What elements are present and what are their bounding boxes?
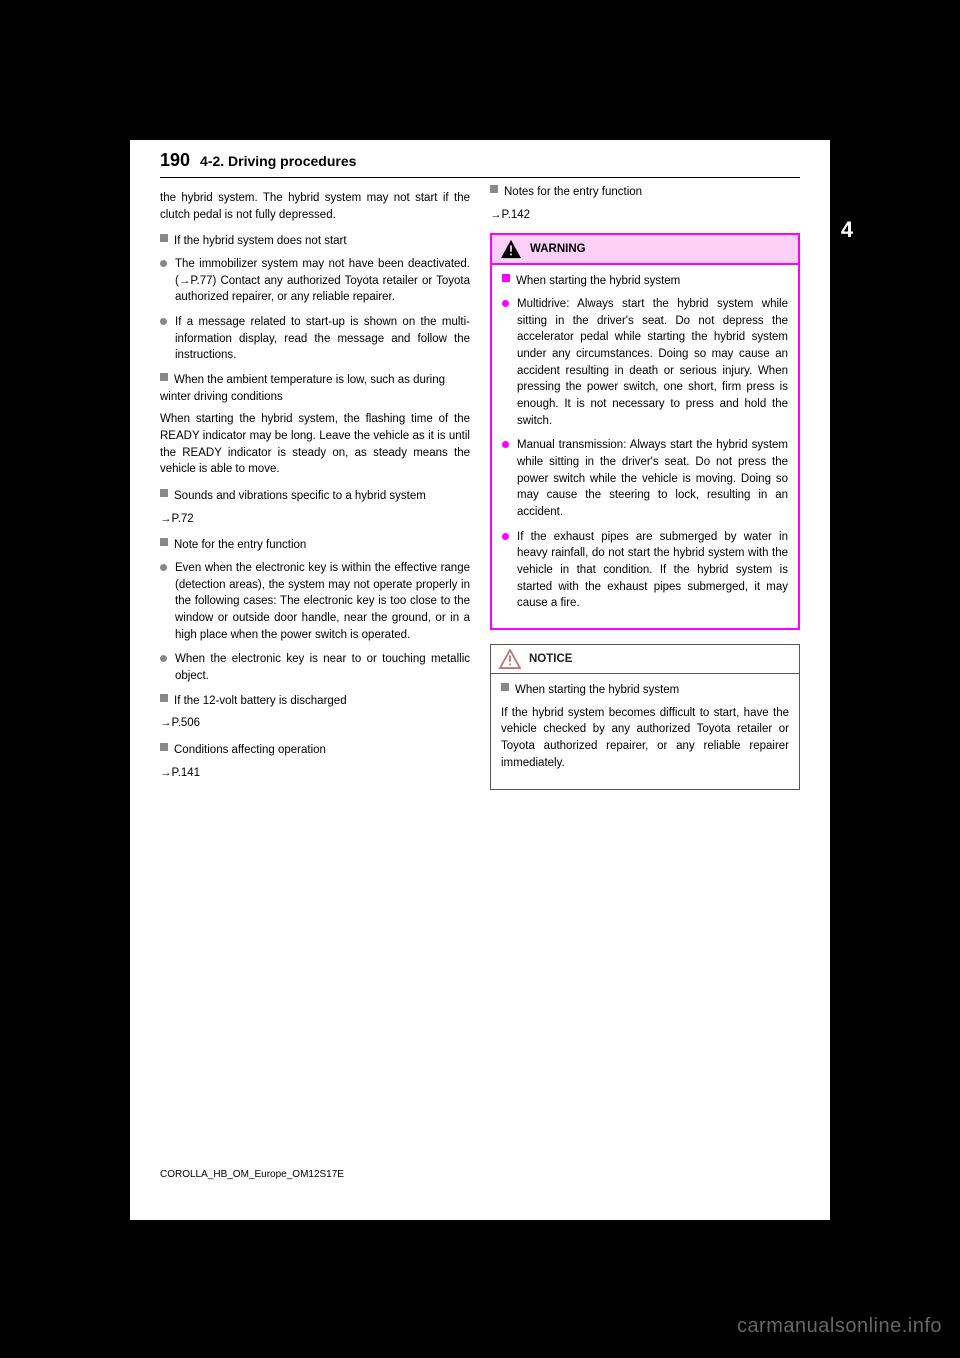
notice-header: NOTICE — [491, 645, 799, 674]
bullet-text: Manual transmission: Always start the hy… — [517, 437, 788, 520]
bullet-item: If a message related to start-up is show… — [160, 314, 470, 364]
warning-box: WARNING When starting the hybrid system … — [490, 233, 800, 630]
square-bullet-icon — [160, 743, 168, 751]
notice-box: NOTICE When starting the hybrid system I… — [490, 644, 800, 790]
square-bullet-icon — [160, 538, 168, 546]
footer-doc-code: COROLLA_HB_OM_Europe_OM12S17E — [160, 1169, 344, 1180]
bullet-item: When the electronic key is near to or to… — [160, 651, 470, 684]
bullet-text: Even when the electronic key is within t… — [175, 560, 470, 643]
bullet-icon — [160, 564, 167, 571]
bullet-icon — [502, 441, 509, 448]
section-heading: Sounds and vibrations specific to a hybr… — [160, 488, 470, 505]
section-title-text: If the 12-volt battery is discharged — [174, 695, 347, 707]
warning-triangle-icon — [500, 239, 522, 259]
bullet-icon — [160, 655, 167, 662]
section-title-text: Note for the entry function — [174, 539, 306, 551]
section-heading: If the hybrid system does not start — [160, 233, 470, 250]
notice-triangle-icon — [499, 649, 521, 669]
section-body: →P.142 — [490, 207, 800, 224]
section-heading: Note for the entry function — [160, 537, 470, 554]
notice-section-heading: When starting the hybrid system — [501, 682, 789, 699]
section-body: →P.72 — [160, 511, 470, 528]
square-bullet-icon — [160, 489, 168, 497]
document-page: 4 190 4-2. Driving procedures the hybrid… — [130, 140, 830, 1220]
section-body: When starting the hybrid system, the fla… — [160, 411, 470, 478]
chapter-tab: 4 — [830, 200, 864, 260]
warning-title-text: When starting the hybrid system — [516, 275, 680, 287]
bullet-text: If a message related to start-up is show… — [175, 314, 470, 364]
section-body: →P.506 — [160, 715, 470, 732]
section-heading: Notes for the entry function — [490, 184, 800, 201]
breadcrumb: 4-2. Driving procedures — [200, 153, 356, 169]
section-heading: Conditions affecting operation — [160, 742, 470, 759]
section-title-text: Notes for the entry function — [504, 186, 642, 198]
section-title-text: If the hybrid system does not start — [174, 235, 347, 247]
page-header: 190 4-2. Driving procedures — [130, 140, 830, 175]
warning-header: WARNING — [492, 235, 798, 265]
page-number: 190 — [160, 150, 190, 171]
warning-bullet: Multidrive: Always start the hybrid syst… — [502, 296, 788, 429]
right-column: Notes for the entry function →P.142 WARN… — [490, 184, 800, 791]
section-heading: If the 12-volt battery is discharged — [160, 693, 470, 710]
warning-bullet: If the exhaust pipes are submerged by wa… — [502, 529, 788, 612]
notice-label: NOTICE — [529, 651, 572, 668]
left-column: the hybrid system. The hybrid system may… — [160, 184, 470, 791]
square-bullet-icon — [160, 373, 168, 381]
warning-bullet: Manual transmission: Always start the hy… — [502, 437, 788, 520]
intro-paragraph: the hybrid system. The hybrid system may… — [160, 190, 470, 223]
bullet-icon — [160, 260, 167, 267]
bullet-icon — [160, 318, 167, 325]
section-title-text: Conditions affecting operation — [174, 744, 326, 756]
notice-title-text: When starting the hybrid system — [515, 684, 679, 696]
bullet-text: Multidrive: Always start the hybrid syst… — [517, 296, 788, 429]
section-heading: When the ambient temperature is low, suc… — [160, 372, 470, 405]
bullet-item: Even when the electronic key is within t… — [160, 560, 470, 643]
section-title-text: When the ambient temperature is low, suc… — [160, 374, 445, 403]
notice-body: When starting the hybrid system If the h… — [491, 674, 799, 789]
bullet-text: If the exhaust pipes are submerged by wa… — [517, 529, 788, 612]
bullet-icon — [502, 300, 509, 307]
square-bullet-icon — [160, 694, 168, 702]
warning-body: When starting the hybrid system Multidri… — [492, 265, 798, 628]
content-columns: the hybrid system. The hybrid system may… — [130, 184, 830, 791]
section-body: →P.141 — [160, 765, 470, 782]
warning-label: WARNING — [530, 241, 586, 258]
square-bullet-icon — [502, 274, 510, 282]
bullet-text: When the electronic key is near to or to… — [175, 651, 470, 684]
square-bullet-icon — [501, 683, 509, 691]
square-bullet-icon — [490, 185, 498, 193]
bullet-icon — [502, 533, 509, 540]
header-rule — [160, 177, 800, 178]
section-title-text: Sounds and vibrations specific to a hybr… — [174, 490, 426, 502]
notice-body-text: If the hybrid system becomes difficult t… — [501, 705, 789, 772]
bullet-item: The immobilizer system may not have been… — [160, 256, 470, 306]
watermark: carmanualsonline.info — [737, 1315, 942, 1338]
square-bullet-icon — [160, 234, 168, 242]
bullet-text: The immobilizer system may not have been… — [175, 256, 470, 306]
warning-section-heading: When starting the hybrid system — [502, 273, 788, 290]
